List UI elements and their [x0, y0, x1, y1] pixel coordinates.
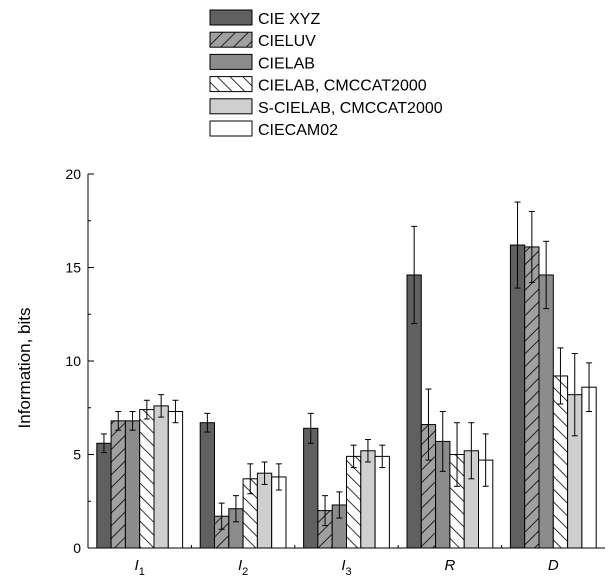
x-tick-label: I1 — [135, 557, 145, 577]
legend-label: S-CIELAB, CMCCAT2000 — [258, 100, 443, 117]
bar — [96, 442, 112, 549]
legend: CIE XYZ CIELUV CIELAB CIELAB, CMCCAT2000 S-C… — [209, 9, 443, 139]
x-tick-label: R — [444, 557, 455, 574]
bar — [153, 405, 169, 549]
y-tick-label: 10 — [65, 353, 81, 369]
y-tick-label: 15 — [65, 260, 81, 276]
legend-label: CIECAM02 — [258, 122, 338, 139]
legend-swatch — [209, 98, 253, 115]
x-tick-label: I3 — [341, 557, 351, 577]
bar — [524, 246, 540, 549]
bar — [346, 455, 362, 549]
legend-swatch — [209, 76, 253, 93]
bar — [538, 274, 554, 549]
y-tick-label: 20 — [65, 166, 81, 182]
x-tick-label: I2 — [238, 557, 248, 577]
bar — [509, 244, 526, 549]
legend-swatch — [209, 120, 253, 137]
bar — [374, 455, 390, 549]
bar — [110, 420, 126, 549]
bar — [139, 409, 155, 549]
legend-swatch — [209, 9, 253, 26]
legend-swatch — [209, 53, 253, 70]
legend-label: CIE XYZ — [258, 11, 320, 28]
x-tick-label: D — [548, 557, 559, 574]
bar — [167, 410, 184, 549]
bar — [360, 450, 376, 549]
y-tick-label: 0 — [73, 540, 81, 556]
bar — [303, 427, 319, 549]
legend-label: CIELUV — [258, 33, 316, 50]
bar — [199, 422, 215, 549]
y-tick-label: 5 — [73, 447, 81, 463]
legend-label: CIELAB, CMCCAT2000 — [258, 78, 427, 95]
legend-swatch — [209, 31, 253, 48]
legend-label: CIELAB — [258, 55, 315, 72]
y-axis-label: Information, bits — [15, 308, 34, 429]
plot-area: 0 5 10 15 20 I1 I2 I3 R D — [65, 166, 605, 577]
bar — [124, 420, 141, 549]
